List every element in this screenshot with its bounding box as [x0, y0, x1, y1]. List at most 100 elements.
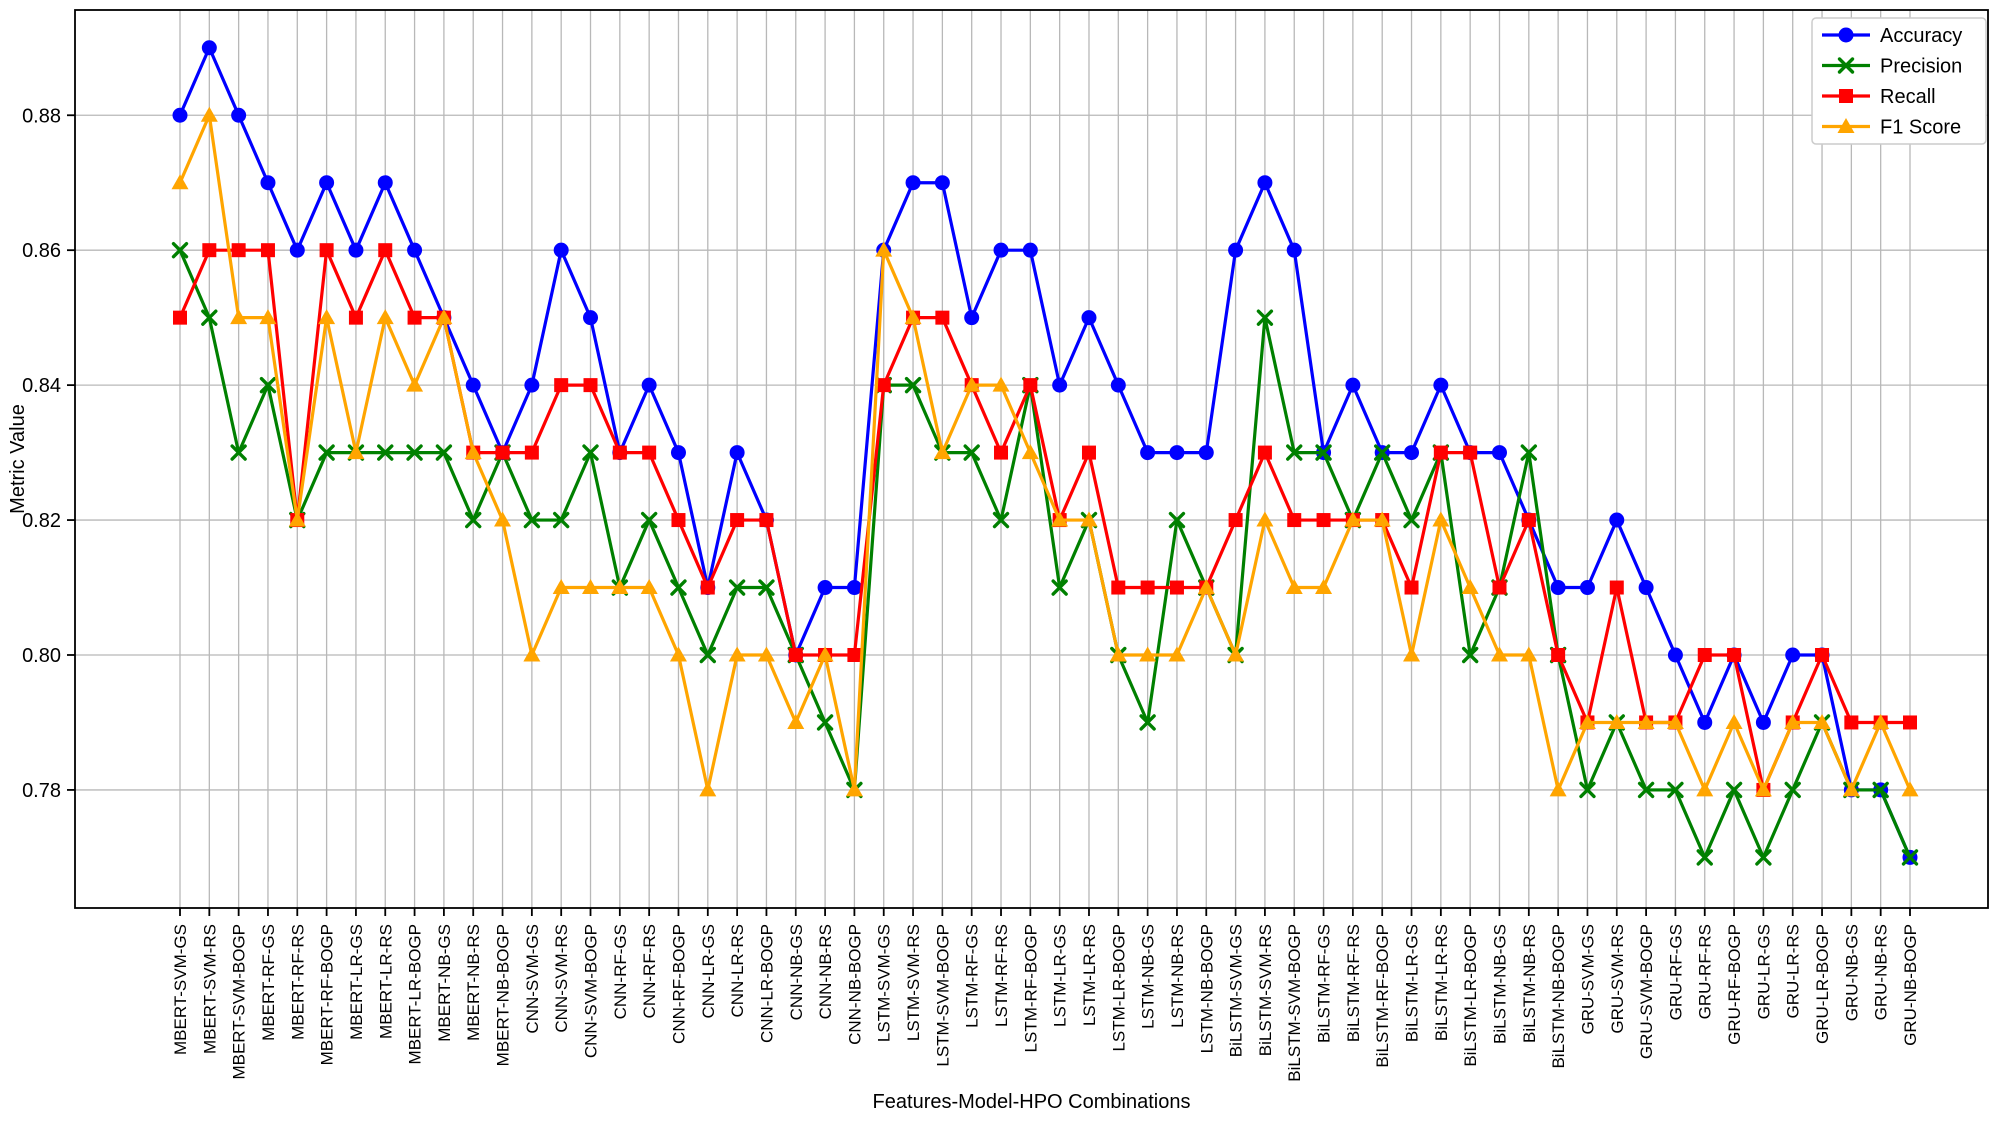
- f1-score-marker: [1403, 646, 1421, 662]
- f1-score-marker: [582, 579, 600, 595]
- f1-score-marker: [1139, 646, 1157, 662]
- f1-score-marker: [1637, 713, 1655, 729]
- x-tick-label: LSTM-LR-BOGP: [1109, 924, 1128, 1052]
- x-tick-label: BiLSTM-LR-RS: [1432, 924, 1451, 1041]
- x-tick-label: BiLSTM-LR-BOGP: [1461, 924, 1480, 1067]
- accuracy-marker: [1081, 310, 1097, 326]
- recall-marker: [173, 310, 187, 325]
- f1-score-marker: [1901, 781, 1919, 797]
- recall-marker: [612, 445, 627, 460]
- f1-score-marker: [464, 444, 482, 460]
- accuracy-marker: [1257, 175, 1273, 191]
- x-tick-label: CNN-SVM-GS: [523, 924, 542, 1034]
- x-tick-label: GRU-SVM-BOGP: [1637, 924, 1656, 1059]
- f1-score-marker: [1608, 713, 1626, 729]
- x-tick-label: CNN-RF-RS: [640, 924, 659, 1018]
- recall-marker: [1903, 715, 1917, 730]
- f1-score-marker: [1666, 713, 1684, 729]
- f1-score-marker: [1373, 511, 1391, 527]
- precision-marker: [992, 511, 1010, 529]
- precision-marker: [318, 444, 335, 461]
- precision-marker: [1286, 444, 1303, 461]
- recall-marker: [583, 378, 598, 393]
- f1-score-marker: [611, 579, 629, 595]
- f1-score-marker: [1080, 511, 1098, 527]
- precision-marker: [699, 646, 716, 664]
- recall-marker: [495, 445, 510, 460]
- accuracy-marker: [729, 445, 745, 461]
- recall-marker: [847, 647, 862, 662]
- f1-score-marker: [1754, 781, 1772, 797]
- y-tick-label: 0.84: [22, 375, 61, 397]
- recall-marker: [730, 513, 745, 528]
- precision-line: [178, 249, 1912, 859]
- f1-score-marker: [699, 781, 717, 797]
- legend-recall-label: Recall: [1880, 86, 1936, 108]
- precision-marker: [406, 444, 423, 461]
- x-tick-label: MBERT-NB-RS: [464, 924, 483, 1041]
- f1-score-marker: [1256, 511, 1274, 527]
- y-tick-label: 0.82: [22, 510, 61, 532]
- accuracy-marker: [993, 242, 1009, 258]
- y-tick-label: 0.86: [22, 240, 61, 262]
- f1-score-marker: [552, 579, 570, 595]
- accuracy-marker: [964, 310, 980, 326]
- f1-score-marker: [318, 309, 336, 325]
- recall-marker: [202, 243, 217, 258]
- precision-marker: [758, 579, 775, 596]
- x-tick-label: CNN-SVM-BOGP: [582, 924, 601, 1058]
- f1-score-marker: [1813, 713, 1831, 729]
- f1-score-marker: [728, 646, 746, 662]
- precision-marker: [1696, 849, 1713, 866]
- accuracy-marker: [1198, 445, 1214, 461]
- x-tick-label: CNN-SVM-RS: [552, 924, 571, 1033]
- f1-score-marker: [1872, 713, 1890, 729]
- recall-marker: [1228, 513, 1243, 528]
- precision-marker: [435, 444, 453, 461]
- f1-score-marker: [1842, 781, 1860, 797]
- recall-marker: [1609, 580, 1624, 595]
- accuracy-marker: [583, 310, 599, 326]
- f1-score-marker: [1344, 511, 1362, 527]
- x-tick-label: CNN-LR-RS: [728, 924, 747, 1018]
- f1-score-marker: [1520, 646, 1538, 662]
- x-tick-label: BiLSTM-NB-RS: [1520, 924, 1539, 1043]
- recall-marker: [1169, 580, 1184, 595]
- legend-precision-label: Precision: [1880, 56, 1962, 78]
- precision-marker: [728, 579, 746, 596]
- x-tick-label: GRU-LR-BOGP: [1813, 924, 1832, 1044]
- accuracy-marker: [1433, 377, 1449, 393]
- precision-marker: [1168, 511, 1186, 529]
- y-tick-label: 0.88: [22, 105, 61, 127]
- recall-marker: [524, 445, 539, 460]
- recall-marker: [1727, 647, 1742, 662]
- recall-marker: [759, 513, 774, 528]
- accuracy-marker: [1052, 377, 1068, 393]
- f1-score-marker: [1021, 444, 1039, 460]
- accuracy-marker: [1022, 242, 1038, 258]
- recall-marker: [407, 310, 422, 325]
- precision-marker: [1784, 781, 1801, 799]
- x-tick-label: LSTM-LR-RS: [1080, 924, 1099, 1026]
- f1-score-marker: [787, 713, 805, 729]
- recall-marker: [671, 513, 686, 528]
- f1-score-marker: [669, 646, 687, 662]
- x-tick-label: BiLSTM-RF-BOGP: [1373, 924, 1392, 1068]
- accuracy-marker: [641, 377, 657, 393]
- precision-marker: [1403, 511, 1420, 529]
- f1-score-marker: [963, 376, 981, 392]
- x-tick-label: CNN-NB-BOGP: [845, 924, 864, 1045]
- precision-marker: [552, 511, 570, 529]
- recall-marker: [1463, 445, 1478, 460]
- x-tick-label: CNN-LR-BOGP: [757, 924, 776, 1043]
- x-tick-label: LSTM-NB-RS: [1168, 924, 1187, 1028]
- precision-marker: [670, 579, 687, 596]
- x-tick-label: MBERT-SVM-GS: [171, 924, 190, 1055]
- precision-marker: [904, 376, 922, 394]
- precision-marker: [1256, 309, 1274, 326]
- precision-marker: [1374, 444, 1391, 461]
- x-tick-label: LSTM-RF-RS: [992, 924, 1011, 1027]
- accuracy-marker: [553, 242, 569, 258]
- recall-marker: [1815, 647, 1830, 662]
- f1-score-marker: [1168, 646, 1186, 662]
